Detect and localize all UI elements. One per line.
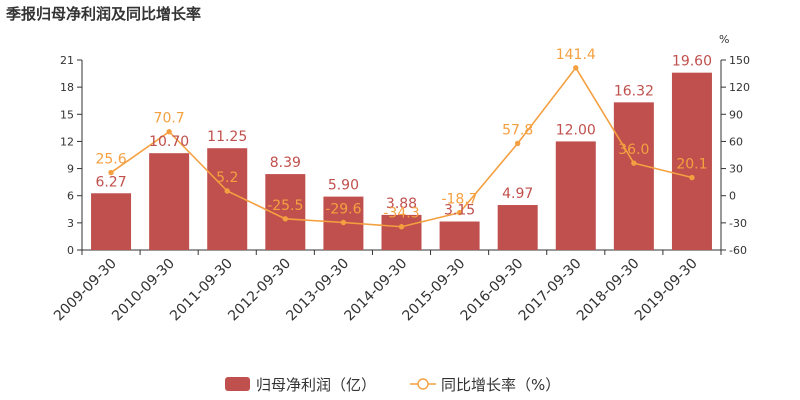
y-right-unit: % [719, 33, 729, 46]
legend-swatch-bar [225, 377, 250, 391]
line-point [573, 65, 579, 71]
line-point [282, 216, 289, 222]
line-point [456, 209, 463, 216]
line-value-label: 20.1 [676, 157, 707, 173]
line-value-label: -34.3 [383, 206, 419, 222]
y-right-tick-label: 120 [729, 81, 750, 94]
y-left-tick-label: 15 [60, 108, 74, 121]
bar [555, 141, 596, 250]
y-right-tick-label: -30 [729, 217, 747, 230]
line-value-label: 5.2 [216, 170, 238, 186]
bar [497, 205, 538, 250]
bar-value-label: 3.15 [444, 203, 475, 219]
bar-value-label: 8.39 [270, 155, 301, 171]
bar-value-label: 6.27 [95, 174, 126, 190]
y-left-tick-label: 3 [67, 217, 74, 230]
line-value-label: 70.7 [154, 111, 185, 127]
legend-label-bar: 归母净利润（亿） [256, 376, 376, 394]
bar-value-label: 16.32 [614, 83, 654, 99]
y-left-tick-label: 21 [60, 54, 74, 67]
bar-value-label: 19.60 [672, 54, 712, 70]
line-point [398, 224, 405, 230]
line-value-label: 36.0 [618, 142, 649, 158]
bar [439, 221, 480, 250]
line-value-label: -29.6 [325, 201, 361, 217]
chart-title: 季报归母净利润及同比增长率 [6, 5, 202, 23]
bar [613, 102, 654, 250]
line-point [689, 174, 695, 181]
bar-value-label: 5.90 [328, 178, 359, 194]
line-point [631, 160, 637, 166]
y-left-tick-label: 18 [60, 81, 74, 94]
y-right-tick-label: 0 [729, 190, 736, 203]
bar-value-label: 3.88 [386, 196, 417, 212]
line-value-label: 57.8 [502, 122, 533, 138]
line-point [108, 169, 114, 176]
legend-swatch-marker [417, 378, 429, 390]
bar [671, 72, 712, 251]
y-left-tick-label: 9 [67, 163, 74, 176]
bar [381, 214, 422, 250]
line-value-label: 141.4 [556, 47, 596, 63]
y-right-tick-label: 150 [729, 54, 750, 67]
bar-value-label: 10.70 [149, 134, 189, 150]
line-point [224, 188, 230, 194]
y-left-tick-label: 6 [67, 190, 74, 203]
bar [149, 153, 190, 250]
y-right-tick-label: 60 [729, 135, 743, 148]
bar [207, 148, 248, 250]
y-right-tick-label: 90 [729, 108, 743, 121]
y-left-tick-label: 12 [60, 135, 74, 148]
legend-label-line: 同比增长率（%） [441, 376, 560, 394]
line-point [340, 219, 347, 226]
line-value-label: -18.7 [441, 192, 477, 208]
line-value-label: -25.5 [267, 198, 303, 214]
y-right-tick-label: 30 [729, 163, 743, 176]
line-value-label: 25.6 [95, 152, 126, 168]
bar-value-label: 11.25 [207, 129, 247, 145]
bar-value-label: 4.97 [502, 186, 533, 202]
bar [91, 193, 132, 250]
y-right-tick-label: -60 [729, 244, 747, 257]
x-tick-label: 2019-09-30 [632, 256, 701, 325]
y-left-tick-label: 0 [67, 244, 74, 257]
line-point [166, 129, 172, 135]
bar-value-label: 12.00 [556, 122, 596, 138]
line-point [514, 140, 521, 147]
